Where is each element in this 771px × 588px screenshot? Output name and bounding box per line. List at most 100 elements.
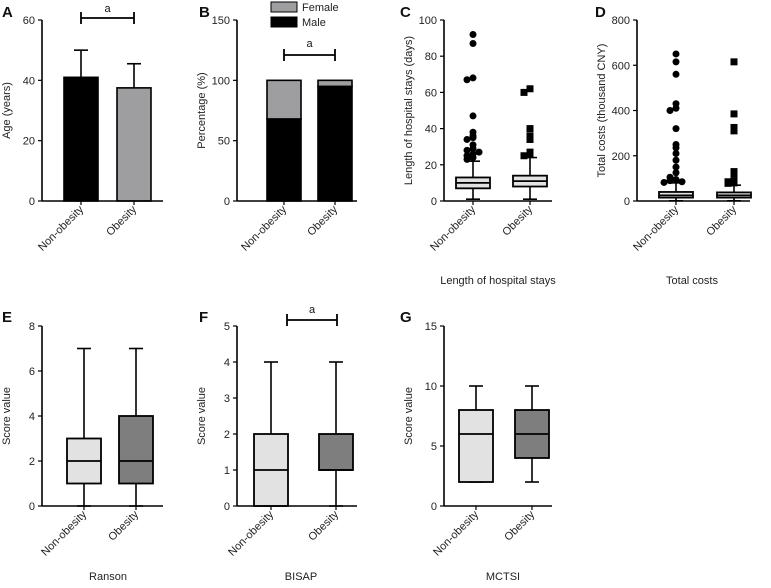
y-tick-label: 80 [425, 51, 437, 63]
y-tick-label: 0 [431, 196, 437, 208]
significance-label: a [306, 38, 313, 50]
x-tick-label: Obesity [104, 203, 139, 238]
stacked-bar-segment [317, 79, 353, 88]
panel-g-content: 0 5 10 15 Non-obesity Obesity Score value MCTSI [403, 321, 552, 583]
panel-g-letter: G [400, 309, 412, 326]
outlier-point [469, 154, 477, 162]
y-tick-label: 8 [29, 321, 35, 333]
panel-a-content: 0 20 40 60 Non-obesity Obesity Age (years) a [1, 3, 163, 254]
panel-g: 0 5 10 15 Non-obesity Obesity Score value MCTSI… [400, 309, 552, 583]
outlier-point [678, 178, 686, 186]
y-tick-label: 100 [212, 75, 230, 87]
outlier-point [730, 127, 738, 135]
x-tick-label: Obesity [500, 203, 535, 238]
outlier-point [730, 110, 738, 118]
y-tick-label: 60 [23, 15, 35, 27]
y-tick-label: 40 [23, 75, 35, 87]
outlier-point [469, 30, 477, 38]
outlier-point [672, 104, 680, 112]
outlier-point [520, 88, 528, 96]
x-tick-label: Obesity [305, 203, 340, 238]
y-tick-label: 3 [224, 393, 230, 405]
panel-b-letter: B [199, 4, 210, 21]
panel-a-letter: A [2, 4, 13, 21]
outlier-point [666, 177, 674, 185]
y-tick-label: 60 [425, 87, 437, 99]
significance-label: a [309, 304, 316, 316]
y-tick-label: 0 [624, 196, 630, 208]
y-tick-label: 0 [431, 501, 437, 513]
y-tick-label: 5 [224, 321, 230, 333]
outlier-point [672, 156, 680, 164]
y-tick-label: 20 [23, 136, 35, 148]
box [318, 433, 354, 471]
outlier-point [672, 50, 680, 58]
y-tick-label: 15 [425, 321, 437, 333]
outlier-point [469, 74, 477, 82]
outlier-point [724, 179, 732, 187]
box [118, 415, 154, 485]
x-tick-label: Obesity [106, 508, 141, 543]
x-tick-label: Non-obesity [631, 203, 681, 253]
outlier-point [660, 178, 668, 186]
legend: Female Male [270, 1, 339, 29]
panel-a: 0 20 40 60 Non-obesity Obesity Age (years) a A [1, 3, 163, 254]
panel-d-letter: D [595, 4, 606, 21]
y-tick-label: 800 [612, 15, 630, 27]
y-axis-title: Total costs (thousand CNY) [596, 44, 608, 178]
x-tick-label: Non-obesity [428, 203, 478, 253]
outlier-point [469, 134, 477, 142]
outlier-point [469, 40, 477, 48]
x-axis-title: Total costs [666, 275, 718, 287]
panel-e: 0 2 4 6 8 Non-obesity Obesity Score value Ranson… [1, 309, 163, 583]
y-tick-label: 10 [425, 381, 437, 393]
y-axis-title: Age (years) [1, 82, 13, 139]
panel-d: 0 200 400 600 800 Non-obesity Obesity Total cos… [595, 4, 752, 287]
y-tick-label: 4 [29, 411, 35, 423]
outlier-point [672, 176, 680, 184]
outlier-point [730, 170, 738, 178]
stacked-bar-segment [317, 85, 353, 202]
y-tick-label: 2 [224, 429, 230, 441]
x-axis-title: Length of hospital stays [440, 275, 556, 287]
panel-b: Female Male 0 50 100 150 Non-obesity Obesity Per… [196, 1, 357, 254]
x-tick-label: Obesity [502, 508, 537, 543]
x-tick-label: Obesity [704, 203, 739, 238]
panel-c-letter: C [400, 4, 411, 21]
x-tick-label: Non-obesity [239, 203, 289, 253]
stacked-bar-segment [266, 79, 302, 120]
outlier-point [666, 107, 674, 114]
x-tick-label: Obesity [306, 508, 341, 543]
y-axis-title: Score value [403, 387, 415, 445]
outlier-point [672, 70, 680, 78]
y-tick-label: 0 [224, 196, 230, 208]
y-tick-label: 2 [29, 456, 35, 468]
outlier-point [672, 149, 680, 157]
outlier-point [526, 150, 534, 158]
box [458, 409, 494, 483]
panel-f-letter: F [199, 309, 208, 326]
outlier-point [730, 58, 738, 66]
x-axis-title: MCTSI [486, 571, 520, 583]
stacked-bar-segment [266, 118, 302, 202]
outlier-point [672, 144, 680, 152]
panel-e-content: 0 2 4 6 8 Non-obesity Obesity Score value Ranson [1, 321, 163, 583]
y-tick-label: 4 [224, 357, 230, 369]
x-tick-label: Non-obesity [431, 508, 481, 558]
y-tick-label: 600 [612, 60, 630, 72]
bar [116, 87, 152, 202]
panel-f-content: 0 1 2 3 4 5 Non-obesity Obesity Score value BISAP… [196, 304, 357, 583]
outlier-point [526, 125, 534, 133]
x-tick-label: Non-obesity [226, 508, 276, 558]
outlier-point [526, 85, 534, 93]
x-axis-title: Ranson [89, 571, 127, 583]
outlier-point [672, 58, 680, 66]
y-axis-title: Percentage (%) [196, 72, 208, 148]
panel-f: 0 1 2 3 4 5 Non-obesity Obesity Score value BISAP… [196, 304, 357, 583]
legend-label: Male [302, 17, 326, 29]
y-tick-label: 40 [425, 124, 437, 136]
legend-label: Female [302, 2, 339, 14]
outlier-point [463, 76, 471, 84]
outlier-point [520, 152, 528, 160]
